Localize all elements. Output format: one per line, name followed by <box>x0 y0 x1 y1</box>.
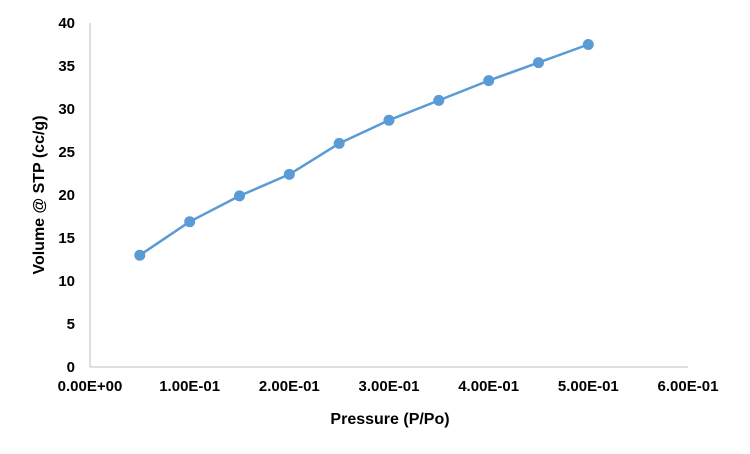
y-tick-label: 10 <box>58 273 75 290</box>
x-tick-labels: 0.00E+00 1.00E-01 2.00E-01 3.00E-01 4.00E-01… <box>58 378 719 395</box>
data-point <box>582 39 594 50</box>
y-tick-label: 35 <box>58 58 75 75</box>
data-point <box>184 216 196 228</box>
x-axis-title: Pressure (P/Po) <box>330 411 449 428</box>
data-point <box>234 190 245 202</box>
y-tick-label: 0 <box>67 359 75 376</box>
data-point <box>383 114 395 126</box>
y-tick-label: 20 <box>58 187 75 204</box>
x-tick-label: 5.00E-01 <box>558 378 619 395</box>
x-tick-label: 0.00E+00 <box>58 378 123 395</box>
y-tick-label: 25 <box>58 144 75 161</box>
series-line <box>139 43 589 257</box>
x-tick-label: 2.00E-01 <box>259 378 320 395</box>
data-point <box>433 94 445 106</box>
x-tick-label: 4.00E-01 <box>458 378 519 395</box>
x-tick-label: 3.00E-01 <box>359 378 420 395</box>
data-points <box>134 39 594 261</box>
data-point <box>134 249 146 261</box>
data-point <box>283 168 295 180</box>
x-tick-label: 6.00E-01 <box>658 378 719 395</box>
y-tick-label: 5 <box>67 316 75 333</box>
y-tick-label: 40 <box>58 15 75 32</box>
data-point <box>533 57 544 69</box>
y-tick-label: 15 <box>58 230 75 247</box>
data-point <box>333 137 345 149</box>
data-point <box>483 75 495 87</box>
y-tick-label: 30 <box>58 101 75 118</box>
y-axis-title: Volume @ STP (cc/g) <box>31 115 48 274</box>
y-tick-labels: 0 5 10 15 20 25 30 35 40 <box>58 15 75 376</box>
x-tick-label: 1.00E-01 <box>159 378 220 395</box>
